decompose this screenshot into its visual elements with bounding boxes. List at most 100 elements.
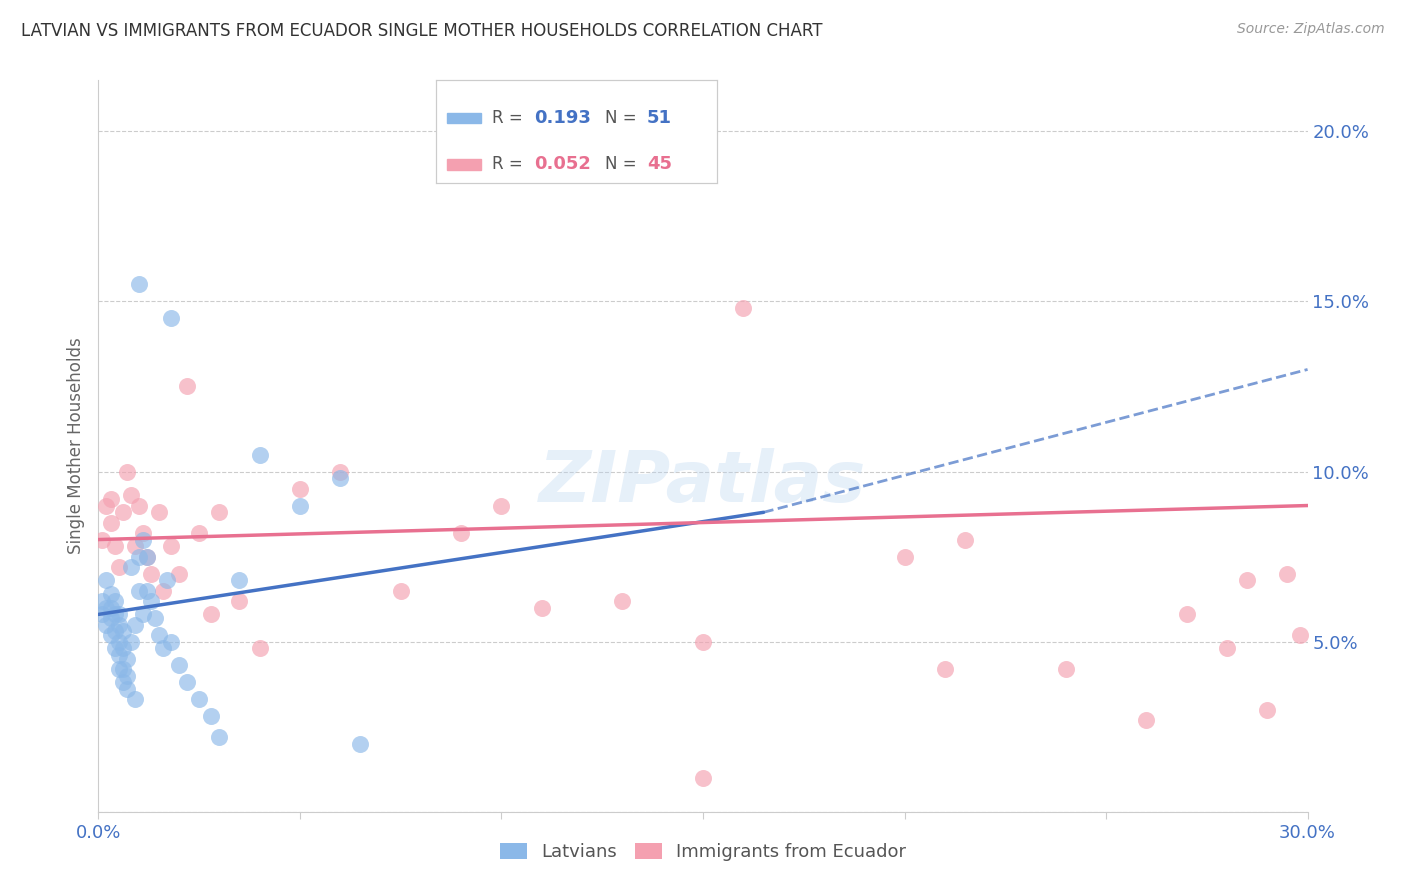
Text: N =: N = [605, 155, 636, 173]
Point [953, 533, 976, 547]
Point [107, 607, 129, 622]
Point [692, 771, 714, 785]
Point [115, 668, 138, 682]
Point [91, 594, 114, 608]
Point [160, 540, 183, 554]
Point [143, 611, 166, 625]
Point [100, 628, 122, 642]
Point [893, 549, 915, 564]
Point [100, 516, 122, 530]
Point [228, 594, 250, 608]
Point [120, 634, 142, 648]
Point [107, 634, 129, 648]
Point [124, 692, 146, 706]
Point [132, 607, 155, 622]
Point [111, 641, 134, 656]
Point [135, 583, 157, 598]
Point [91, 533, 114, 547]
Point [96, 574, 118, 588]
Point [128, 583, 150, 598]
Point [148, 628, 170, 642]
Point [176, 675, 198, 690]
Point [1236, 574, 1258, 588]
Text: 51: 51 [647, 109, 672, 128]
Point [103, 607, 125, 622]
Point [128, 499, 150, 513]
Point [160, 311, 183, 326]
Point [128, 549, 150, 564]
Point [1135, 713, 1157, 727]
Point [115, 682, 138, 697]
Point [1277, 566, 1299, 581]
Point [612, 594, 634, 608]
Point [160, 634, 183, 648]
Point [450, 525, 472, 540]
Text: LATVIAN VS IMMIGRANTS FROM ECUADOR SINGLE MOTHER HOUSEHOLDS CORRELATION CHART: LATVIAN VS IMMIGRANTS FROM ECUADOR SINGL… [21, 22, 823, 40]
Point [156, 574, 179, 588]
Point [1175, 607, 1198, 622]
Point [107, 559, 129, 574]
Point [249, 641, 271, 656]
Point [228, 574, 250, 588]
Bar [447, 159, 481, 169]
Point [733, 301, 755, 316]
Point [208, 730, 231, 744]
Point [148, 505, 170, 519]
Point [1288, 628, 1310, 642]
Text: ZIPatlas: ZIPatlas [540, 448, 866, 517]
Point [200, 607, 222, 622]
Point [111, 624, 134, 639]
Point [100, 600, 122, 615]
Point [176, 379, 198, 393]
Text: 0.052: 0.052 [534, 155, 591, 173]
Text: N =: N = [605, 109, 636, 128]
Point [107, 617, 129, 632]
Point [167, 658, 190, 673]
Point [96, 617, 118, 632]
Point [1054, 662, 1077, 676]
Point [135, 549, 157, 564]
Point [288, 499, 311, 513]
Point [692, 634, 714, 648]
Point [135, 549, 157, 564]
Text: 0.193: 0.193 [534, 109, 591, 128]
Text: R =: R = [492, 109, 523, 128]
Text: Source: ZipAtlas.com: Source: ZipAtlas.com [1237, 22, 1385, 37]
Point [288, 482, 311, 496]
Legend: Latvians, Immigrants from Ecuador: Latvians, Immigrants from Ecuador [492, 836, 914, 869]
Point [100, 611, 122, 625]
Point [167, 566, 190, 581]
Bar [447, 112, 481, 123]
Point [329, 471, 352, 485]
Point [111, 662, 134, 676]
Point [103, 641, 125, 656]
Point [107, 662, 129, 676]
Y-axis label: Single Mother Households: Single Mother Households [66, 338, 84, 554]
Point [103, 594, 125, 608]
Text: 45: 45 [647, 155, 672, 173]
Text: R =: R = [492, 155, 523, 173]
Point [103, 624, 125, 639]
Point [128, 277, 150, 292]
Point [329, 465, 352, 479]
Point [100, 491, 122, 506]
Point [139, 594, 162, 608]
Point [530, 600, 553, 615]
Point [139, 566, 162, 581]
Point [188, 692, 211, 706]
Point [96, 499, 118, 513]
Point [132, 525, 155, 540]
Point [103, 540, 125, 554]
Point [1216, 641, 1239, 656]
Point [349, 737, 371, 751]
Point [208, 505, 231, 519]
Point [491, 499, 513, 513]
Point [188, 525, 211, 540]
Point [152, 641, 174, 656]
Point [96, 600, 118, 615]
Point [107, 648, 129, 663]
Point [389, 583, 412, 598]
Point [111, 505, 134, 519]
Point [132, 533, 155, 547]
Point [115, 465, 138, 479]
